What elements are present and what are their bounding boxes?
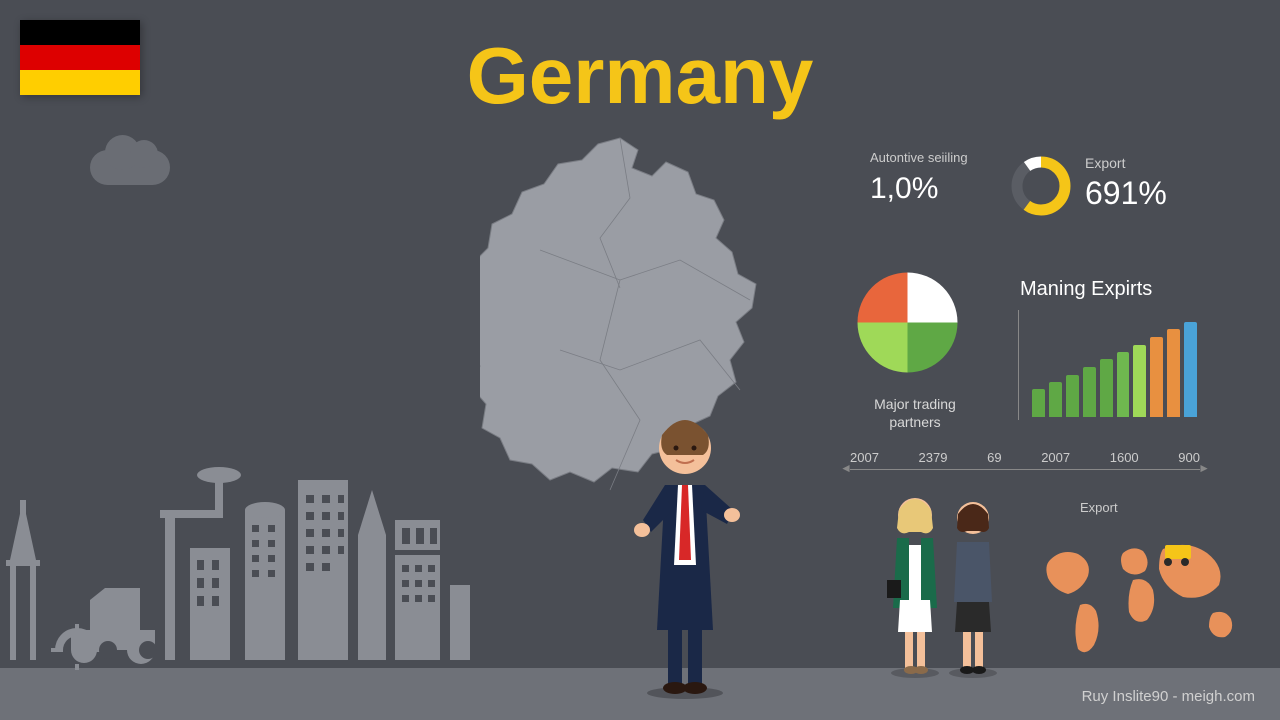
stat2-value: 691% [1085,175,1167,212]
bar-separator [1018,310,1019,420]
bar [1117,352,1130,417]
germany-flag [20,20,140,95]
timeline: 2007 2379 69 2007 1600 900 [850,450,1200,470]
cloud-icon [90,150,170,185]
bar [1167,329,1180,417]
stat1-label: Autontive seiiling [870,150,990,166]
bar-chart-title: Maning Expirts [1020,278,1152,301]
page-title: Germany [467,30,814,122]
timeline-year: 2007 [850,450,879,465]
timeline-year: 2379 [919,450,948,465]
businessman-illustration [620,390,750,700]
timeline-year: 1600 [1110,450,1139,465]
bar [1066,375,1079,417]
timeline-year: 900 [1178,450,1200,465]
footer-credit: Ruy Inslite90 - meigh.com [1082,688,1255,705]
stat2-label: Export [1085,155,1167,171]
pie-chart [855,270,960,375]
bar [1150,337,1163,417]
bar [1032,389,1045,417]
bar [1083,367,1096,417]
bar-chart [1032,317,1197,417]
donut-chart [1010,155,1072,217]
bar [1133,345,1146,417]
pie-label: Major trading partners [855,395,975,431]
world-map [1035,525,1255,675]
timeline-year: 69 [987,450,1001,465]
people-illustration [875,470,1015,680]
industrial-skyline [0,360,470,670]
bar [1184,322,1197,417]
timeline-year: 2007 [1041,450,1070,465]
stat-export: Export 691% [1085,155,1167,212]
stat-autontive: Autontive seiiling 1,0% [870,150,990,206]
bar [1100,359,1113,417]
bar [1049,382,1062,417]
stat1-value: 1,0% [870,172,990,206]
export-label: Export [1080,500,1118,515]
